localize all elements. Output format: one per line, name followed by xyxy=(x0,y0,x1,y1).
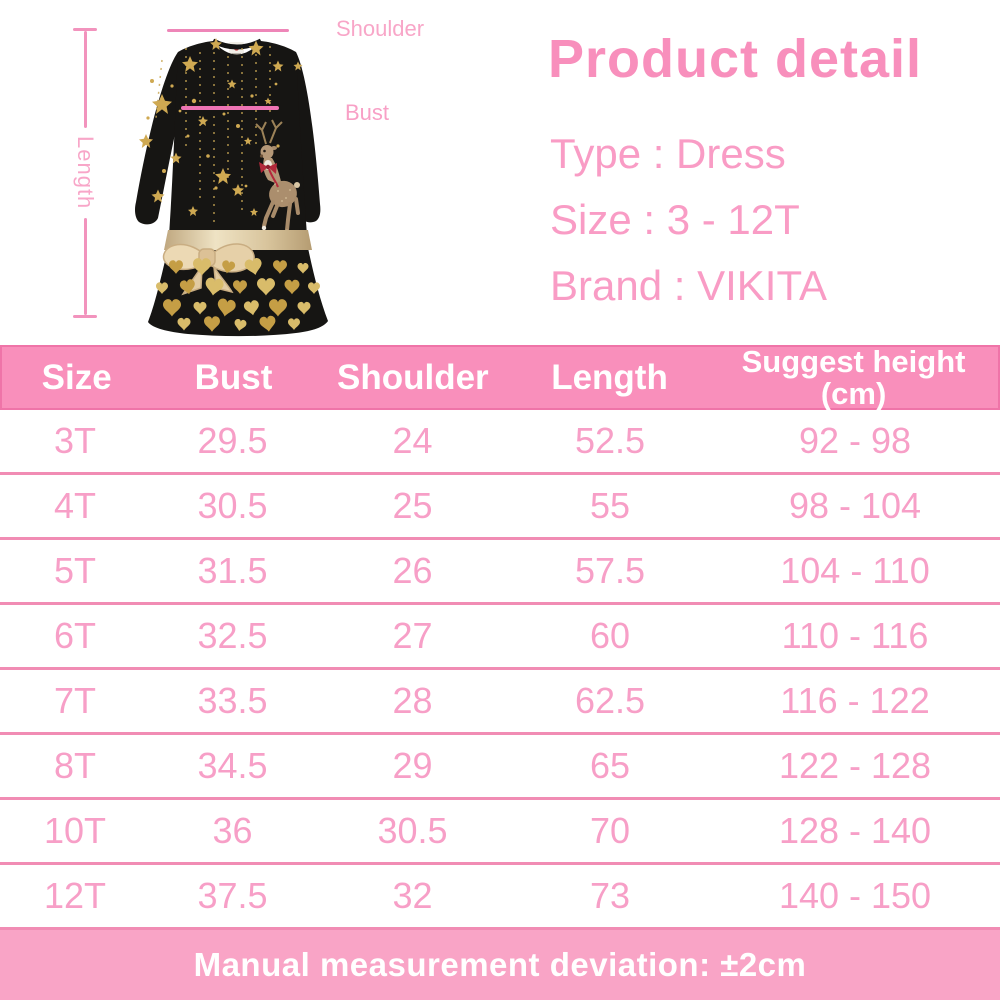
table-row-12t: 12T 37.5 32 73 140 - 150 xyxy=(0,865,1000,930)
cell-length: 70 xyxy=(589,810,631,851)
suggest-height-unit: (cm) xyxy=(820,375,887,411)
cell-bust: 33.5 xyxy=(197,680,268,721)
cell-height: 128 - 140 xyxy=(778,810,932,851)
product-type-line: Type : Dress xyxy=(550,130,786,177)
product-brand-line: Brand : VIKITA xyxy=(550,262,827,309)
size-chart-table: Size Bust Shoulder Length Suggest height… xyxy=(0,345,1000,930)
length-label: Length xyxy=(73,136,98,210)
dress-photo xyxy=(135,38,328,337)
measurement-note-text: Manual measurement deviation: ±2cm xyxy=(193,946,807,983)
bust-measure-line xyxy=(181,106,279,110)
table-row-6t: 6T 32.5 27 60 110 - 116 xyxy=(0,605,1000,670)
cell-size: 12T xyxy=(43,875,107,916)
cell-size: 5T xyxy=(53,550,96,591)
table-header-row: Size Bust Shoulder Length Suggest height… xyxy=(0,345,1000,410)
cell-size: 4T xyxy=(53,485,96,526)
cell-height: 92 - 98 xyxy=(798,420,912,461)
cell-length: 60 xyxy=(589,615,631,656)
cell-shoulder: 27 xyxy=(392,615,433,656)
gold-stars xyxy=(139,38,303,228)
cell-bust: 30.5 xyxy=(197,485,268,526)
table-row-5t: 5T 31.5 26 57.5 104 - 110 xyxy=(0,540,1000,605)
header-cell-shoulder: Shoulder xyxy=(336,358,489,397)
bust-label: Bust xyxy=(345,100,390,125)
cell-length: 73 xyxy=(589,875,631,916)
header-cell-size: Size xyxy=(41,358,112,397)
cell-bust: 29.5 xyxy=(197,420,268,461)
cell-bust: 37.5 xyxy=(197,875,268,916)
waistband xyxy=(164,230,312,250)
cell-height: 104 - 110 xyxy=(780,550,930,591)
length-measure-line: Length xyxy=(72,28,98,319)
cell-length: 65 xyxy=(589,745,631,786)
suggest-height-text: Suggest height xyxy=(741,343,966,379)
cell-shoulder: 30.5 xyxy=(377,810,448,851)
cell-size: 7T xyxy=(53,680,96,721)
length-line-lower xyxy=(83,217,87,316)
header-cell-length: Length xyxy=(551,358,668,397)
cell-shoulder: 26 xyxy=(392,550,433,591)
cell-length: 57.5 xyxy=(574,550,646,591)
cell-bust: 32.5 xyxy=(197,615,268,656)
cell-height: 140 - 150 xyxy=(778,875,932,916)
page-title: Product detail xyxy=(548,29,923,89)
dress-bodice xyxy=(169,41,307,236)
cell-size: 3T xyxy=(53,420,96,461)
product-detail-section: Shoulder Bust Length Product detail Type… xyxy=(0,0,1000,345)
cell-height: 110 - 116 xyxy=(781,615,929,656)
reindeer-red-bow xyxy=(259,162,279,188)
cell-size: 10T xyxy=(43,810,107,851)
shoulder-measure-line xyxy=(167,29,289,32)
cell-length: 55 xyxy=(589,485,631,526)
cell-length: 52.5 xyxy=(574,420,646,461)
reindeer-motif xyxy=(255,119,300,235)
product-size-line: Size : 3 - 12T xyxy=(550,196,800,243)
cell-height: 98 - 104 xyxy=(788,485,922,526)
cell-size: 6T xyxy=(53,615,96,656)
measurement-note-bar: Manual measurement deviation: ±2cm xyxy=(0,930,1000,1000)
shoulder-label: Shoulder xyxy=(336,16,425,41)
cell-shoulder: 28 xyxy=(392,680,433,721)
cell-shoulder: 25 xyxy=(392,485,433,526)
length-bottom-tick xyxy=(73,315,97,319)
length-line-upper xyxy=(83,31,87,129)
table-row-8t: 8T 34.5 29 65 122 - 128 xyxy=(0,735,1000,800)
cell-height: 116 - 122 xyxy=(780,680,930,721)
table-row-4t: 4T 30.5 25 55 98 - 104 xyxy=(0,475,1000,540)
cell-height: 122 - 128 xyxy=(778,745,932,786)
cell-length: 62.5 xyxy=(574,680,646,721)
table-row-3t: 3T 29.5 24 52.5 92 - 98 xyxy=(0,410,1000,475)
cell-bust: 31.5 xyxy=(197,550,268,591)
length-top-tick xyxy=(73,28,97,31)
table-row-7t: 7T 33.5 28 62.5 116 - 122 xyxy=(0,670,1000,735)
table-row-10t: 10T 36 30.5 70 128 - 140 xyxy=(0,800,1000,865)
cell-shoulder: 29 xyxy=(392,745,433,786)
cell-size: 8T xyxy=(53,745,96,786)
header-cell-suggest-height: Suggest height (cm) xyxy=(709,343,998,411)
header-cell-bust: Bust xyxy=(194,358,273,397)
cell-shoulder: 24 xyxy=(392,420,433,461)
cell-bust: 34.5 xyxy=(197,745,268,786)
cell-bust: 36 xyxy=(212,810,253,851)
cell-shoulder: 32 xyxy=(392,875,433,916)
